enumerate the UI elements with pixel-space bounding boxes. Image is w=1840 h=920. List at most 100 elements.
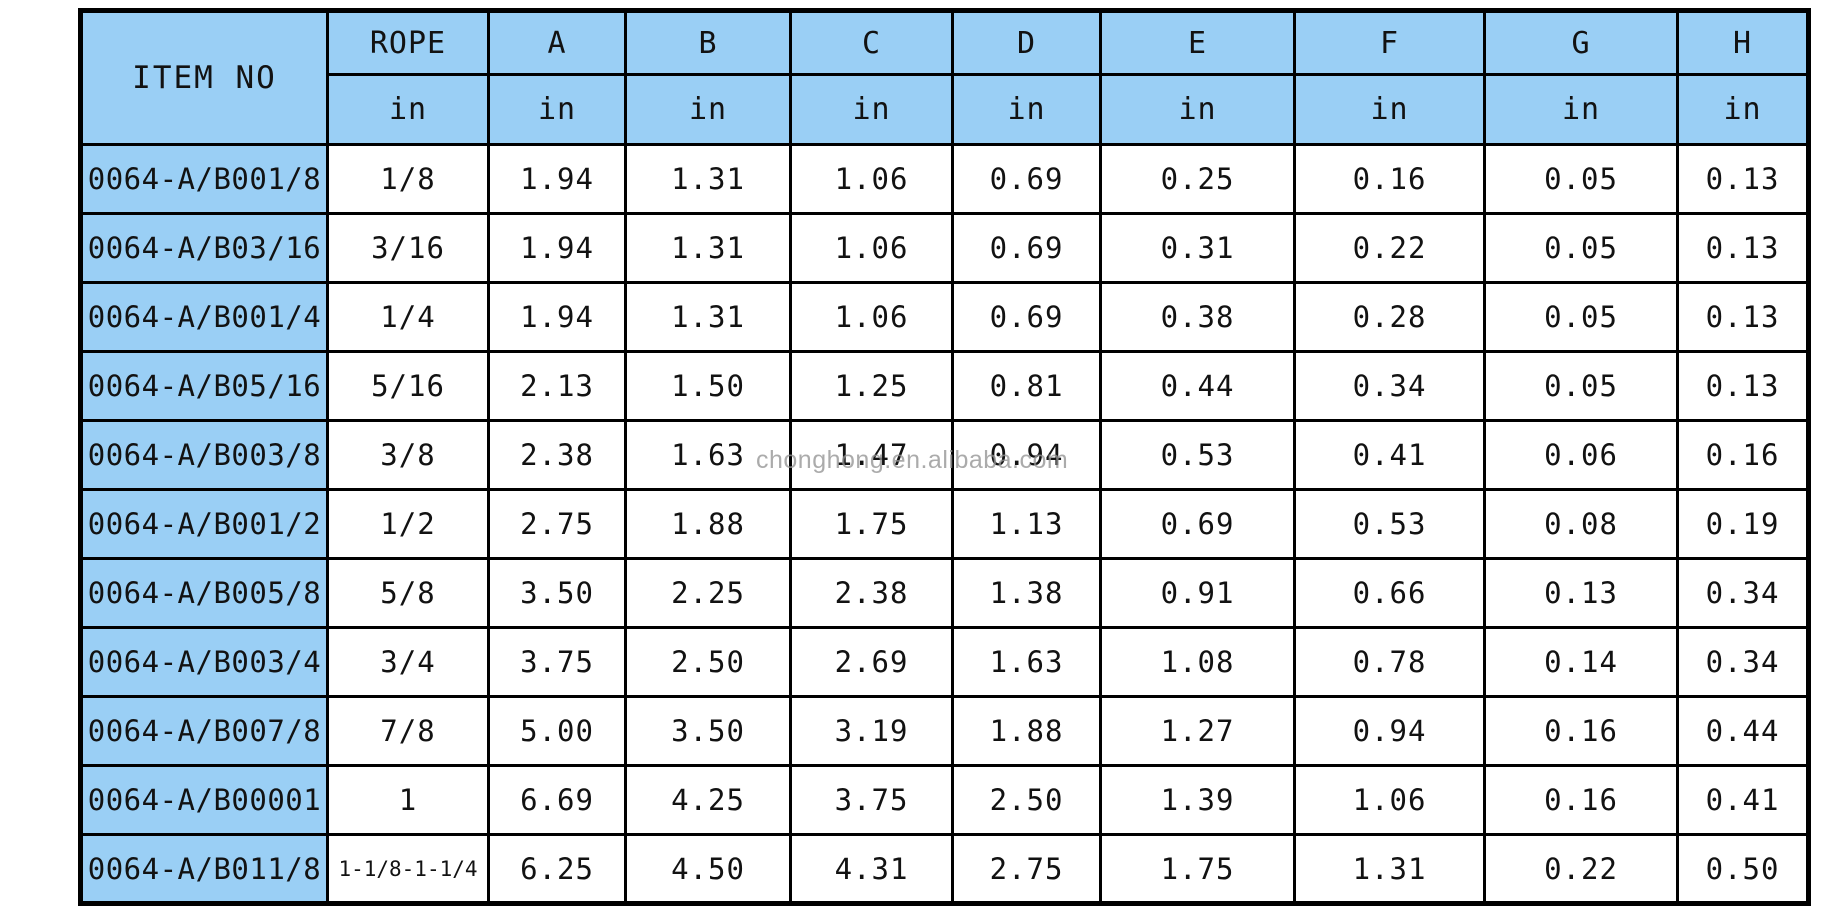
dimension-cell: 6.25 [487,833,627,905]
item-no-cell: 0064-A/B011/8 [79,833,329,905]
item-no-cell: 0064-A/B03/16 [79,212,329,284]
dimension-cell: 0.13 [1483,557,1679,629]
dimension-cell: 0.13 [1676,281,1810,353]
header-col-f: F [1293,9,1486,76]
dimension-cell: 1.39 [1099,764,1296,836]
table-row: 0064-A/B003/4 3/4 3.75 2.50 2.69 1.63 1.08 0.78… [79,626,1810,698]
rope-size-cell: 1/4 [326,281,490,353]
dimension-cell: 0.16 [1676,419,1810,491]
dimension-cell: 0.78 [1293,626,1486,698]
header-row-units: in in in in in in in in in [81,73,1810,146]
table-row: 0064-A/B05/16 5/16 2.13 1.50 1.25 0.81 0.44 0.3… [79,350,1810,422]
unit-col-b: in [624,73,792,146]
table-row: 0064-A/B011/8 1-1/8-1-1/4 6.25 4.50 4.31 2.75… [79,833,1810,905]
rope-size-cell: 1/2 [326,488,490,560]
dimension-cell: 0.16 [1483,695,1679,767]
dimension-cell: 0.14 [1483,626,1679,698]
dimension-cell: 1.06 [789,212,954,284]
dimension-cell: 4.31 [789,833,954,905]
table-row: 0064-A/B001/4 1/4 1.94 1.31 1.06 0.69 0.38 0.28… [79,281,1810,353]
dimension-cell: 0.94 [1293,695,1486,767]
dimension-cell: 0.38 [1099,281,1296,353]
dimension-cell: 0.81 [951,350,1102,422]
dimension-cell: 0.69 [951,143,1102,215]
item-no-cell: 0064-A/B001/4 [79,281,329,353]
dimension-cell: 1.08 [1099,626,1296,698]
dimension-cell: 2.75 [951,833,1102,905]
dimension-cell: 0.69 [951,212,1102,284]
header-row-labels: ITEM NO ROPE A B C D E F G H [79,9,1810,146]
dimension-cell: 3.75 [487,626,627,698]
unit-col-f: in [1293,73,1486,146]
dimension-cell: 0.05 [1483,350,1679,422]
dimension-cell: 0.34 [1676,557,1810,629]
dimension-cell: 0.19 [1676,488,1810,560]
item-no-cell: 0064-A/B05/16 [79,350,329,422]
item-no-cell: 0064-A/B007/8 [79,695,329,767]
dimension-cell: 1.06 [1293,764,1486,836]
dimension-cell: 1.31 [624,212,792,284]
dimension-cell: 2.13 [487,350,627,422]
dimension-cell: 4.25 [624,764,792,836]
dimension-cell: 0.53 [1099,419,1296,491]
table-row: 0064-A/B001/2 1/2 2.75 1.88 1.75 1.13 0.69 0.53… [79,488,1810,560]
header-col-g: G [1483,9,1679,76]
item-no-cell: 0064-A/B00001 [79,764,329,836]
item-no-cell: 0064-A/B003/4 [79,626,329,698]
rope-size-cell: 3/4 [326,626,490,698]
spec-table-header: ITEM NO ROPE A B C D E F G H in in in in… [79,9,1810,146]
rope-size-cell: 5/8 [326,557,490,629]
dimension-cell: 0.06 [1483,419,1679,491]
dimension-cell: 1.50 [624,350,792,422]
table-row: 0064-A/B00001 1 6.69 4.25 3.75 2.50 1.39 1.06 0.… [79,764,1810,836]
rope-size-cell: 7/8 [326,695,490,767]
dimension-cell: 0.22 [1483,833,1679,905]
dimension-cell: 0.94 [951,419,1102,491]
dimension-cell: 1.25 [789,350,954,422]
dimension-cell: 1.31 [624,143,792,215]
dimension-cell: 1.94 [487,281,627,353]
dimension-cell: 0.44 [1099,350,1296,422]
spec-table: ITEM NO ROPE A B C D E F G H in in in in… [78,8,1811,906]
dimension-cell: 3.75 [789,764,954,836]
rope-size-cell: 1/8 [326,143,490,215]
dimension-cell: 0.41 [1676,764,1810,836]
unit-col-h: in [1676,73,1810,146]
table-row: 0064-A/B005/8 5/8 3.50 2.25 2.38 1.38 0.91 0.66… [79,557,1810,629]
dimension-cell: 1.88 [624,488,792,560]
dimension-cell: 1.31 [624,281,792,353]
dimension-cell: 2.69 [789,626,954,698]
header-col-h: H [1676,9,1810,76]
table-row: 0064-A/B03/16 3/16 1.94 1.31 1.06 0.69 0.31 0.2… [79,212,1810,284]
item-no-cell: 0064-A/B003/8 [79,419,329,491]
dimension-cell: 5.00 [487,695,627,767]
dimension-cell: 0.25 [1099,143,1296,215]
dimension-cell: 1.31 [1293,833,1486,905]
dimension-cell: 2.38 [487,419,627,491]
dimension-cell: 1.47 [789,419,954,491]
dimension-cell: 1.38 [951,557,1102,629]
dimension-cell: 0.53 [1293,488,1486,560]
dimension-cell: 1.06 [789,281,954,353]
rope-size-cell: 3/8 [326,419,490,491]
dimension-cell: 0.05 [1483,143,1679,215]
dimension-cell: 0.34 [1676,626,1810,698]
dimension-cell: 1.27 [1099,695,1296,767]
dimension-cell: 0.13 [1676,143,1810,215]
dimension-cell: 6.69 [487,764,627,836]
unit-col-d: in [951,73,1102,146]
unit-col-a: in [487,73,627,146]
dimension-cell: 1.06 [789,143,954,215]
rope-size-cell: 1-1/8-1-1/4 [326,833,490,905]
dimension-cell: 1.63 [951,626,1102,698]
header-col-b: B [624,9,792,76]
dimension-cell: 0.66 [1293,557,1486,629]
dimension-cell: 0.28 [1293,281,1486,353]
dimension-cell: 0.31 [1099,212,1296,284]
dimension-cell: 1.75 [1099,833,1296,905]
header-col-a: A [487,9,627,76]
dimension-cell: 1.63 [624,419,792,491]
dimension-cell: 2.50 [951,764,1102,836]
table-row: 0064-A/B007/8 7/8 5.00 3.50 3.19 1.88 1.27 0.94… [79,695,1810,767]
